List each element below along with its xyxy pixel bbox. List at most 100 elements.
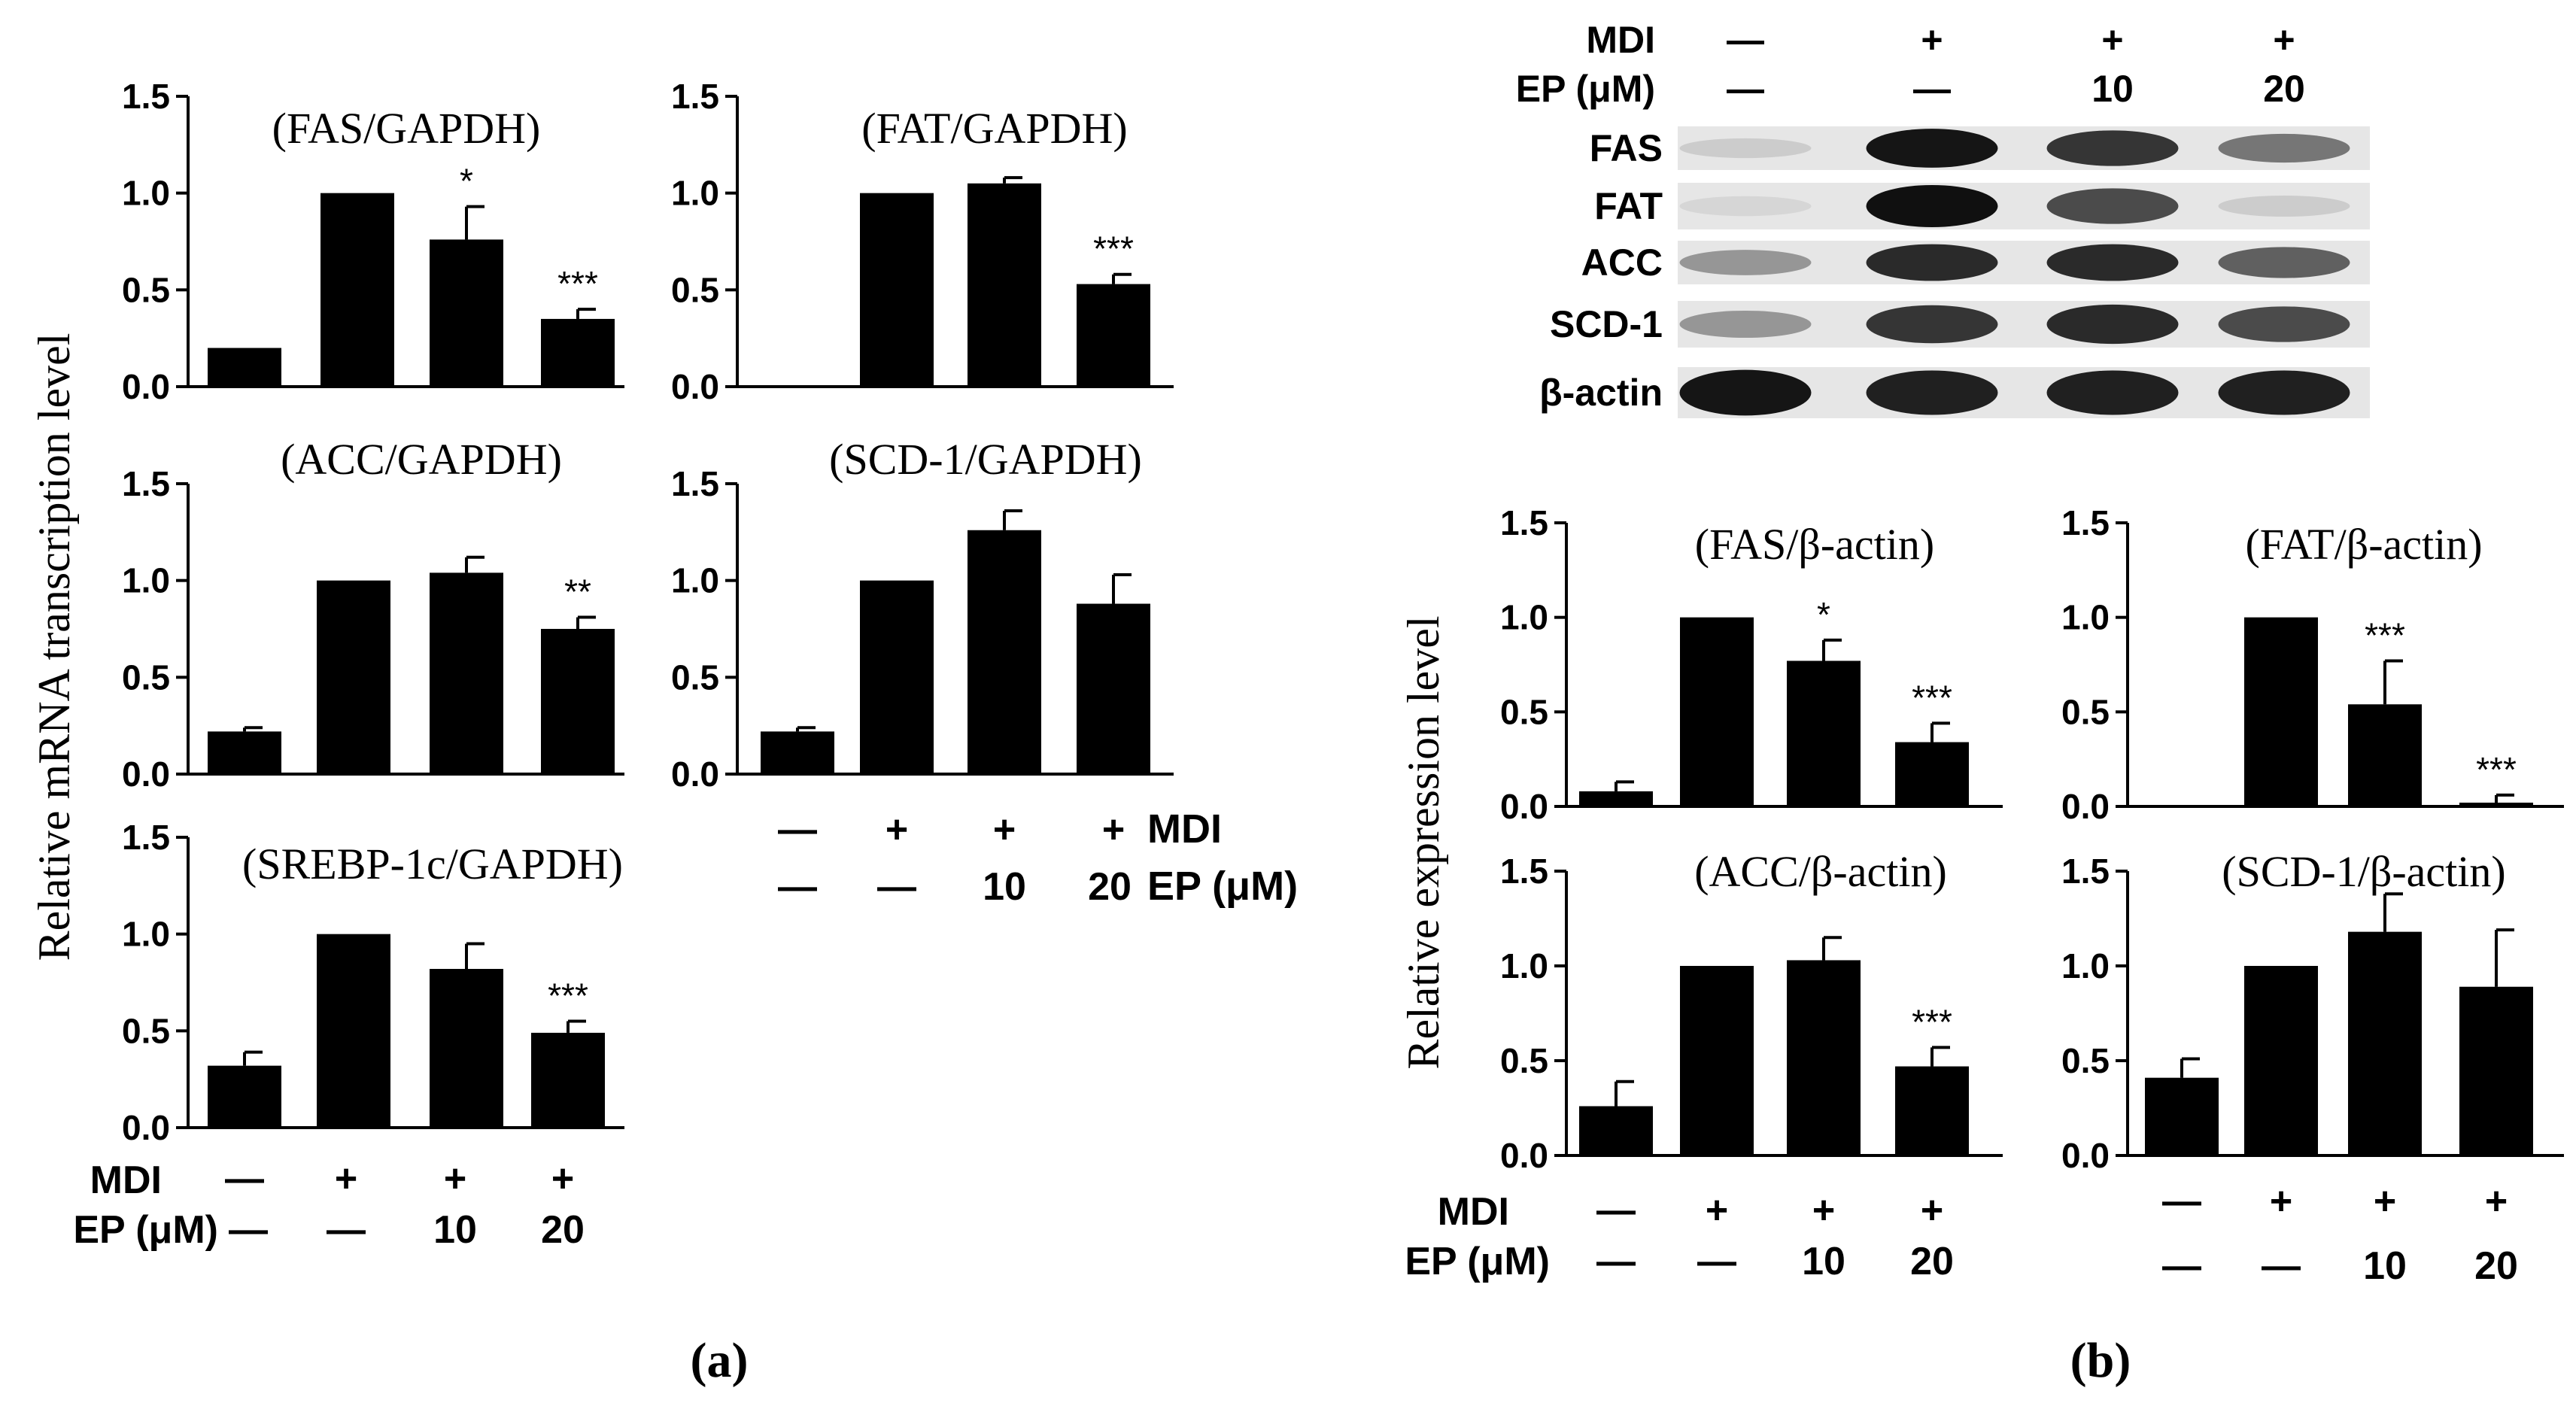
y-tick-label: 0.0 [122, 755, 170, 794]
chart-fat-protein: 0.0 0.5 1.0 1.5 (FAT/β-actin) *** *** [2061, 503, 2564, 826]
y-tick-label: 1.5 [122, 464, 170, 503]
blot-header-ep-label: EP (μM) [1516, 68, 1655, 110]
western-blot: MDI EP (μM) — + + + — — 10 20 FAS FAT ACC S… [1516, 19, 2370, 418]
bar [317, 934, 390, 1128]
ep-value: 10 [983, 865, 1026, 909]
y-tick-label: 1.5 [122, 77, 170, 116]
significance-marker: *** [1912, 1002, 1952, 1041]
blot-ep-value: — [1913, 68, 1951, 110]
bar [208, 731, 281, 774]
mdi-value: + [886, 808, 908, 852]
bar [968, 530, 1041, 774]
blot-band [1866, 244, 1998, 281]
bar [1077, 284, 1150, 387]
blot-band [2046, 370, 2179, 415]
y-tick-label: 1.0 [122, 915, 170, 954]
ep-value: — [229, 1208, 268, 1252]
bar [2244, 617, 2318, 806]
bar [2459, 986, 2533, 1155]
y-tick-label: 1.5 [671, 77, 719, 116]
blot-band [2218, 306, 2350, 342]
y-tick-label: 0.5 [2061, 692, 2110, 731]
chart-title: (SCD-1/GAPDH) [829, 435, 1142, 484]
blot-band [1866, 184, 1998, 228]
ep-value: — [877, 865, 916, 909]
y-tick-label: 1.0 [1500, 598, 1548, 637]
blot-band [2046, 244, 2179, 281]
y-axis-title-protein: Relative expression level [1399, 615, 1448, 1069]
chart-title: (FAT/β-actin) [2245, 520, 2482, 569]
bar [317, 580, 390, 774]
y-tick-label: 1.5 [1500, 503, 1548, 542]
y-tick-label: 0.5 [671, 657, 719, 697]
condition-label-mdi-b: MDI [1438, 1190, 1509, 1234]
significance-marker: *** [2365, 615, 2405, 654]
chart-title: (SREBP-1c/GAPDH) [242, 840, 623, 888]
significance-marker: *** [1093, 229, 1134, 269]
blot-row: FAS [1590, 126, 2370, 170]
y-tick-label: 0.5 [1500, 692, 1548, 731]
bar [1579, 1106, 1653, 1155]
ep-value: — [1697, 1240, 1736, 1283]
bar [208, 348, 281, 387]
blot-band [2218, 133, 2350, 163]
bar [860, 193, 934, 387]
blot-band [1679, 310, 1812, 339]
y-tick-label: 0.0 [122, 1108, 170, 1147]
chart-srebp-mrna: 0.0 0.5 1.0 1.5 (SREBP-1c/GAPDH) *** [122, 818, 624, 1147]
condition-label-mdi-a: MDI [90, 1158, 162, 1202]
blot-band [2046, 130, 2179, 166]
blot-row-label: SCD-1 [1550, 303, 1663, 345]
y-axis-title-mrna: Relative mRNA transcription level [29, 333, 79, 961]
y-tick-label: 0.0 [1500, 787, 1548, 826]
mdi-value: + [2485, 1180, 2508, 1223]
chart-title: (FAS/GAPDH) [272, 104, 541, 153]
blot-mdi-value: + [2101, 19, 2123, 61]
bar [320, 193, 394, 387]
mdi-value: — [1596, 1189, 1636, 1232]
ep-value: 10 [2363, 1244, 2407, 1288]
blot-band [1866, 370, 1998, 415]
blot-band [1679, 250, 1812, 275]
condition-label-mdi-a2: MDI [1147, 806, 1222, 852]
significance-marker: *** [1912, 678, 1952, 717]
ep-value: — [1596, 1240, 1636, 1283]
ep-value: — [2262, 1244, 2301, 1288]
mdi-value: + [2374, 1180, 2396, 1223]
y-tick-label: 1.0 [671, 174, 719, 213]
bar [2348, 704, 2422, 806]
blot-mdi-value: + [2273, 19, 2295, 61]
y-tick-label: 1.5 [122, 818, 170, 857]
condition-label-ep-a2: EP (μM) [1147, 864, 1298, 909]
bar [1077, 603, 1150, 774]
chart-scd1-protein: 0.0 0.5 1.0 1.5 (SCD-1/β-actin) [2061, 847, 2564, 1175]
bar [968, 183, 1041, 387]
y-tick-label: 1.5 [1500, 852, 1548, 891]
bar [1680, 617, 1754, 806]
y-tick-label: 0.0 [671, 367, 719, 406]
y-tick-label: 0.5 [122, 270, 170, 309]
significance-marker: ** [564, 572, 591, 612]
bar [2145, 1077, 2219, 1155]
y-tick-label: 1.0 [2061, 946, 2110, 985]
mdi-value: + [1706, 1189, 1728, 1232]
chart-title: (ACC/β-actin) [1694, 847, 1947, 896]
panel-label-a: (a) [691, 1333, 749, 1388]
bar-charts: 0.00.51.01.5(FAS/GAPDH)****0.00.51.01.5(… [122, 77, 2564, 1175]
ep-value: — [2162, 1244, 2201, 1288]
y-tick-label: 1.5 [2061, 852, 2110, 891]
blot-band [2046, 304, 2179, 345]
ep-value: 20 [2474, 1244, 2518, 1288]
blot-ep-value: 10 [2091, 68, 2134, 110]
bar [430, 968, 503, 1128]
bar [541, 318, 615, 387]
bar [1895, 1066, 1969, 1155]
significance-marker: *** [557, 264, 598, 303]
y-tick-label: 1.5 [671, 464, 719, 503]
y-tick-label: 1.0 [1500, 946, 1548, 985]
blot-row: β-actin [1539, 367, 2370, 418]
mdi-value: — [2162, 1180, 2201, 1223]
blot-mdi-value: + [1921, 19, 1943, 61]
mdi-value: + [993, 808, 1016, 852]
bar [2348, 931, 2422, 1155]
